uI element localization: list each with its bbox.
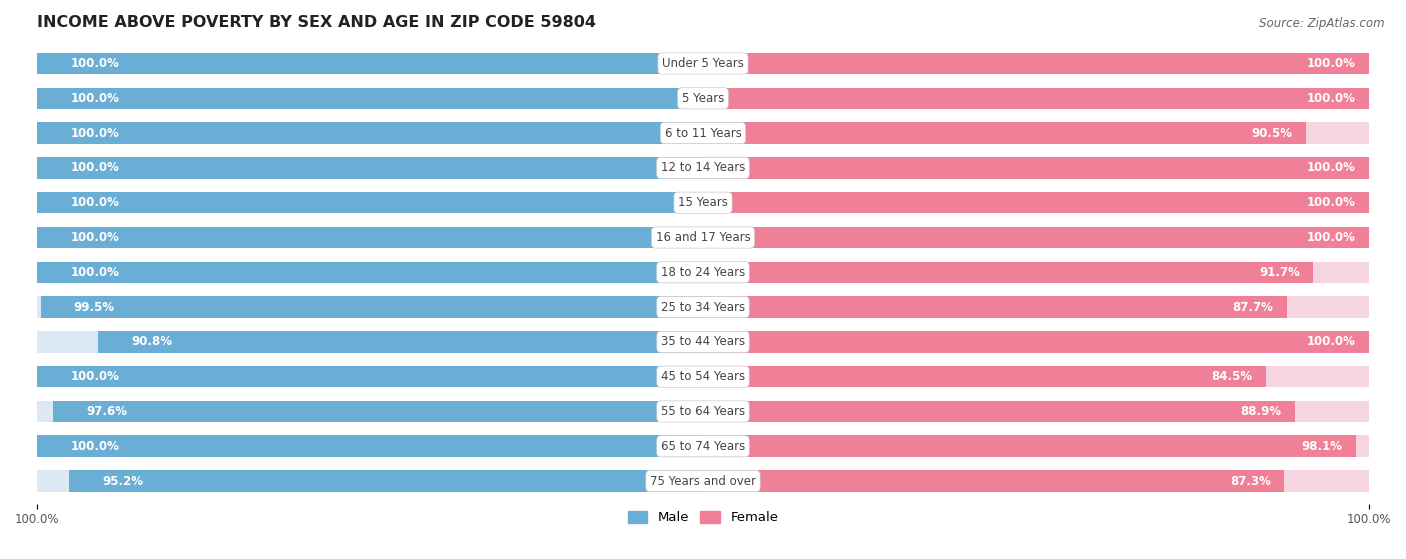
Text: 100.0%: 100.0% [1306, 196, 1355, 209]
Bar [703, 262, 1313, 283]
Text: Under 5 Years: Under 5 Years [662, 57, 744, 70]
Bar [703, 296, 1286, 318]
Text: 100.0%: 100.0% [70, 196, 120, 209]
Bar [37, 331, 703, 353]
Text: 65 to 74 Years: 65 to 74 Years [661, 440, 745, 453]
Bar [37, 296, 703, 318]
Bar [703, 470, 1284, 492]
Text: 91.7%: 91.7% [1260, 266, 1301, 279]
Bar [37, 366, 703, 387]
Bar [703, 296, 1369, 318]
Bar [37, 366, 703, 387]
Bar [53, 401, 703, 422]
Bar [703, 122, 1306, 144]
Text: 6 to 11 Years: 6 to 11 Years [665, 126, 741, 140]
Bar [703, 401, 1295, 422]
Text: 100.0%: 100.0% [70, 231, 120, 244]
Bar [98, 331, 703, 353]
Text: 100.0%: 100.0% [1306, 162, 1355, 174]
Bar [69, 470, 703, 492]
Bar [703, 157, 1369, 179]
Text: 12 to 14 Years: 12 to 14 Years [661, 162, 745, 174]
Bar [37, 53, 703, 74]
Text: 100.0%: 100.0% [70, 126, 120, 140]
Text: 15 Years: 15 Years [678, 196, 728, 209]
Text: Source: ZipAtlas.com: Source: ZipAtlas.com [1260, 17, 1385, 30]
Legend: Male, Female: Male, Female [623, 505, 783, 529]
Text: 5 Years: 5 Years [682, 92, 724, 105]
Bar [37, 435, 703, 457]
Bar [703, 262, 1369, 283]
Text: 75 Years and over: 75 Years and over [650, 475, 756, 487]
Bar [703, 53, 1369, 74]
Text: 100.0%: 100.0% [70, 266, 120, 279]
Text: 55 to 64 Years: 55 to 64 Years [661, 405, 745, 418]
Text: 100.0%: 100.0% [70, 92, 120, 105]
Bar [37, 470, 703, 492]
Bar [37, 227, 703, 248]
Bar [703, 192, 1369, 214]
Text: 100.0%: 100.0% [1306, 57, 1355, 70]
Text: 98.1%: 98.1% [1302, 440, 1343, 453]
Bar [37, 262, 703, 283]
Bar [37, 88, 703, 109]
Text: 100.0%: 100.0% [70, 162, 120, 174]
Bar [703, 435, 1357, 457]
Bar [37, 435, 703, 457]
Text: 35 to 44 Years: 35 to 44 Years [661, 335, 745, 348]
Bar [703, 331, 1369, 353]
Text: 87.3%: 87.3% [1230, 475, 1271, 487]
Text: INCOME ABOVE POVERTY BY SEX AND AGE IN ZIP CODE 59804: INCOME ABOVE POVERTY BY SEX AND AGE IN Z… [37, 15, 596, 30]
Bar [703, 192, 1369, 214]
Text: 100.0%: 100.0% [70, 370, 120, 383]
Text: 90.8%: 90.8% [132, 335, 173, 348]
Bar [703, 470, 1369, 492]
Text: 90.5%: 90.5% [1251, 126, 1292, 140]
Bar [37, 227, 703, 248]
Text: 16 and 17 Years: 16 and 17 Years [655, 231, 751, 244]
Bar [703, 366, 1369, 387]
Text: 97.6%: 97.6% [87, 405, 128, 418]
Text: 100.0%: 100.0% [70, 440, 120, 453]
Bar [703, 88, 1369, 109]
Text: 84.5%: 84.5% [1211, 370, 1253, 383]
Bar [37, 192, 703, 214]
Bar [703, 331, 1369, 353]
Bar [703, 157, 1369, 179]
Bar [703, 435, 1369, 457]
Bar [703, 53, 1369, 74]
Text: 25 to 34 Years: 25 to 34 Years [661, 301, 745, 314]
Bar [37, 262, 703, 283]
Text: 95.2%: 95.2% [103, 475, 143, 487]
Bar [703, 88, 1369, 109]
Text: 99.5%: 99.5% [75, 301, 115, 314]
Bar [37, 88, 703, 109]
Text: 87.7%: 87.7% [1233, 301, 1274, 314]
Text: 100.0%: 100.0% [70, 57, 120, 70]
Bar [37, 401, 703, 422]
Text: 88.9%: 88.9% [1240, 405, 1281, 418]
Bar [37, 122, 703, 144]
Bar [703, 122, 1369, 144]
Text: 18 to 24 Years: 18 to 24 Years [661, 266, 745, 279]
Bar [41, 296, 703, 318]
Bar [37, 122, 703, 144]
Bar [703, 401, 1369, 422]
Bar [37, 192, 703, 214]
Bar [37, 157, 703, 179]
Text: 100.0%: 100.0% [1306, 335, 1355, 348]
Bar [37, 53, 703, 74]
Text: 100.0%: 100.0% [1306, 231, 1355, 244]
Bar [703, 366, 1265, 387]
Text: 45 to 54 Years: 45 to 54 Years [661, 370, 745, 383]
Bar [703, 227, 1369, 248]
Bar [37, 157, 703, 179]
Bar [703, 227, 1369, 248]
Text: 100.0%: 100.0% [1306, 92, 1355, 105]
